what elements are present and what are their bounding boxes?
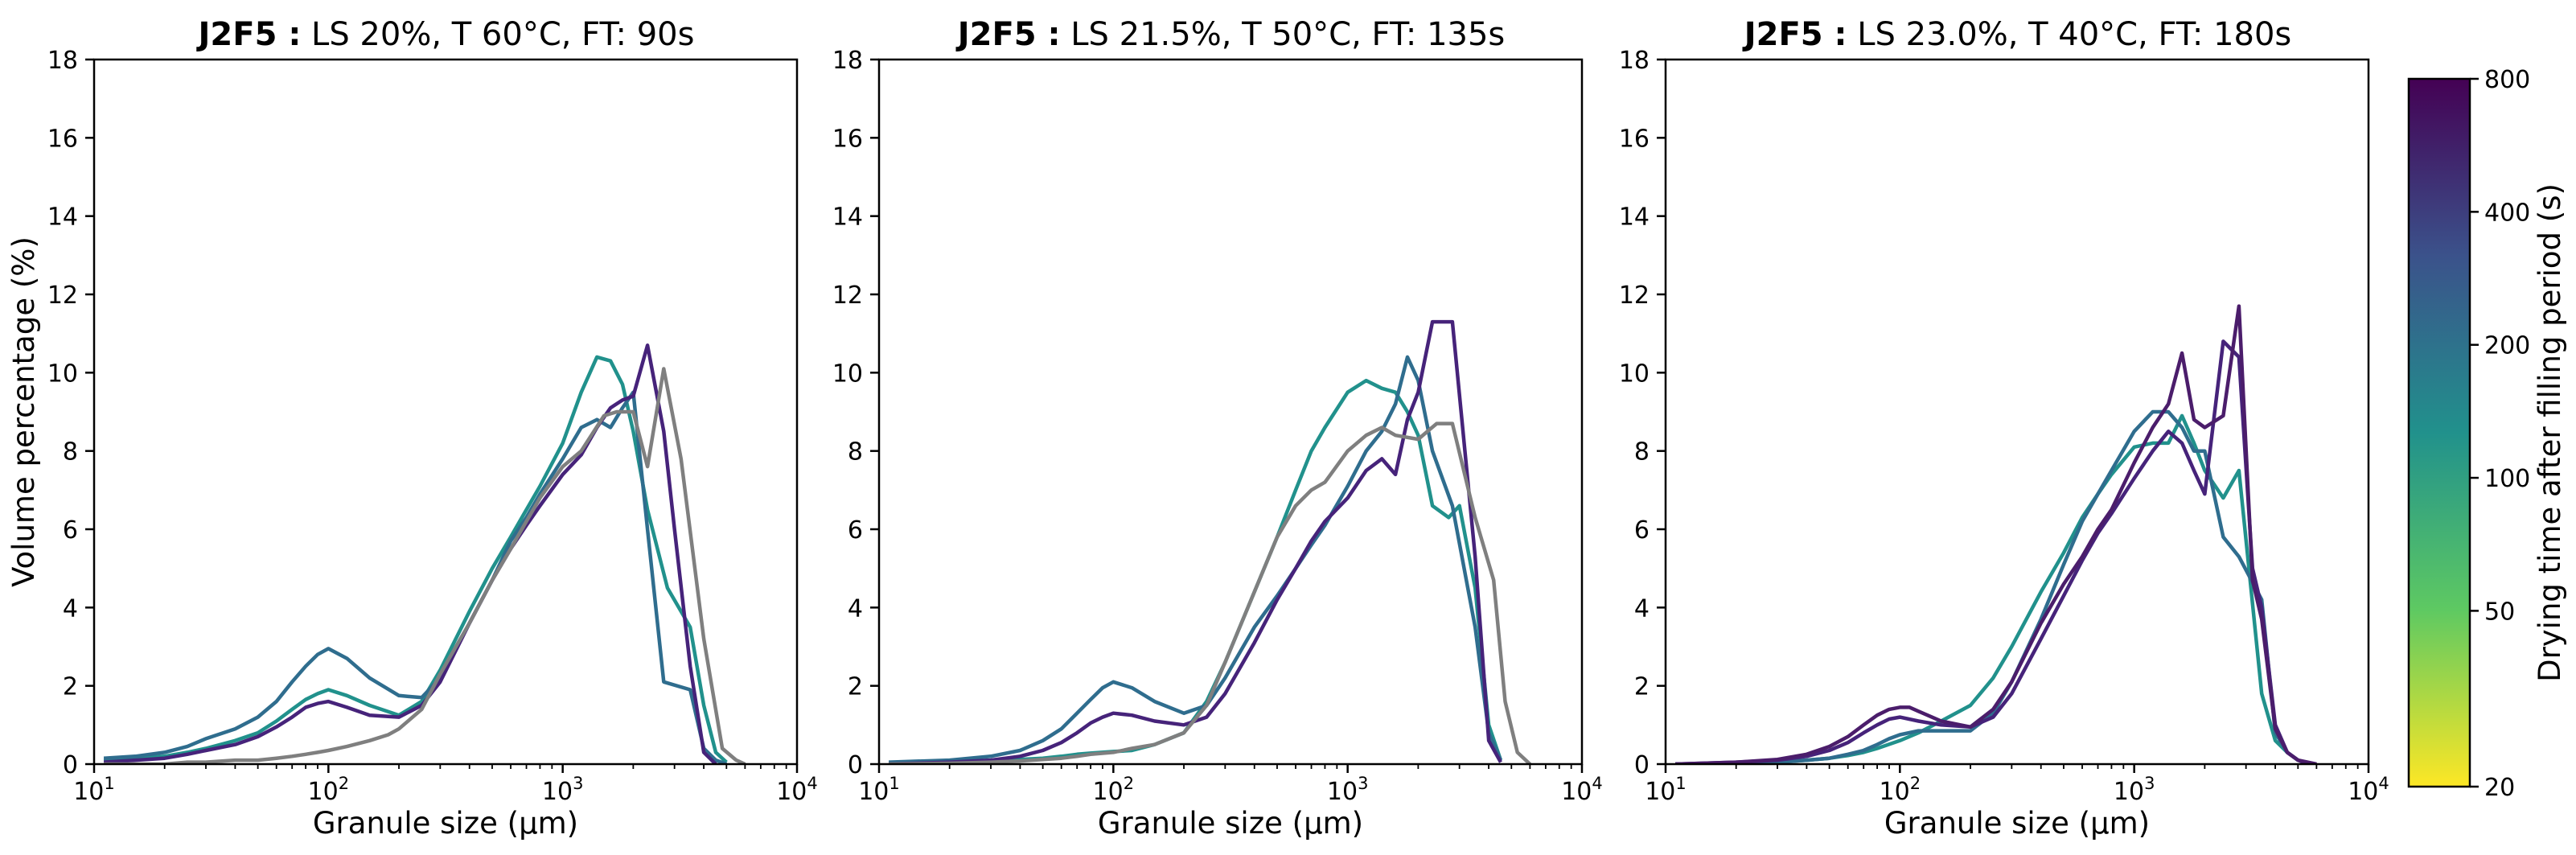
x-tick-label: 101: [1645, 774, 1687, 806]
series-group: [103, 343, 746, 764]
y-tick-label: 6: [1634, 516, 1650, 545]
series-line-series-2: [889, 355, 1503, 764]
y-tick-label: 8: [848, 438, 863, 467]
colorbar-tick-label: 800: [2484, 66, 2530, 94]
y-tick-label: 4: [1634, 594, 1650, 623]
y-tick-label: 16: [1619, 125, 1650, 153]
x-axis-label: Granule size (µm): [1098, 806, 1363, 841]
y-axis-label: Volume percentage (%): [6, 236, 41, 587]
series-line-series-3: [889, 319, 1502, 764]
x-tick-label: 103: [542, 774, 584, 806]
colorbar-label: Drying time after filling period (s): [2533, 183, 2567, 682]
y-tick-label: 10: [832, 360, 863, 388]
y-tick-label: 4: [63, 594, 78, 623]
y-tick-label: 18: [1619, 47, 1650, 75]
x-tick-label: 102: [1880, 774, 1921, 806]
y-tick-label: 12: [47, 282, 78, 310]
x-tick-label: 104: [1561, 774, 1603, 806]
y-tick-label: 0: [848, 751, 863, 779]
colorbar-tick-label: 200: [2484, 332, 2530, 360]
y-tick-label: 8: [63, 438, 78, 467]
plot-frame: [877, 58, 1584, 766]
y-tick-label: 14: [832, 203, 863, 232]
panel-title-bold: J2F5 :: [196, 16, 302, 53]
colorbar-gradient: [2407, 77, 2471, 788]
colorbar-tick-label: 100: [2484, 465, 2530, 493]
x-tick-label: 102: [308, 774, 350, 806]
y-tick-label: 2: [848, 673, 863, 701]
y-tick-label: 0: [1634, 751, 1650, 779]
series-line-series-3: [103, 343, 717, 764]
x-axis-label: Granule size (µm): [1884, 806, 2150, 841]
y-tick-label: 12: [832, 282, 863, 310]
plot-frame: [92, 58, 799, 766]
panel-title: J2F5 : LS 21.5%, T 50°C, FT: 135s: [955, 16, 1506, 53]
series-group: [889, 319, 1531, 764]
x-tick-label: 102: [1093, 774, 1135, 806]
y-tick-label: 0: [63, 751, 78, 779]
panel-title-text: LS 21.5%, T 50°C, FT: 135s: [1061, 16, 1506, 53]
colorbar-tick-label: 50: [2484, 598, 2515, 626]
panel-title: J2F5 : LS 23.0%, T 40°C, FT: 180s: [1742, 16, 2292, 53]
y-tick-label: 6: [63, 516, 78, 545]
colorbar-tick-label: 400: [2484, 199, 2530, 227]
y-tick-label: 18: [47, 47, 78, 75]
x-tick-label: 101: [858, 774, 900, 806]
panel-title-bold: J2F5 :: [955, 16, 1061, 53]
x-tick-label: 104: [2348, 774, 2389, 806]
panel-title: J2F5 : LS 20%, T 60°C, FT: 90s: [196, 16, 695, 53]
y-tick-label: 2: [1634, 673, 1650, 701]
panel-title-text: LS 23.0%, T 40°C, FT: 180s: [1847, 16, 2292, 53]
x-tick-label: 103: [2114, 774, 2155, 806]
y-tick-label: 12: [1619, 282, 1650, 310]
colorbar-tick-label: 20: [2484, 774, 2515, 802]
y-tick-label: 14: [47, 203, 78, 232]
chart-panel-1: J2F5 : LS 20%, T 60°C, FT: 90s 0 2 4 6 8 10 12…: [47, 16, 818, 841]
x-axis-label: Granule size (µm): [313, 806, 578, 841]
series-line-series-3: [1675, 339, 2309, 764]
colorbar: Drying time after filling period (s) 20 5…: [2407, 66, 2567, 802]
x-tick-label: 104: [776, 774, 818, 806]
x-tick-label: 103: [1327, 774, 1369, 806]
y-tick-label: 14: [1619, 203, 1650, 232]
y-tick-label: 8: [1634, 438, 1650, 467]
y-tick-label: 4: [848, 594, 863, 623]
series-line-series-4: [1675, 304, 2317, 764]
y-tick-label: 10: [47, 360, 78, 388]
series-group: [1675, 304, 2317, 764]
y-tick-label: 2: [63, 673, 78, 701]
plot-frame: [1664, 58, 2370, 766]
chart-panel-3: J2F5 : LS 23.0%, T 40°C, FT: 180s 0 2 4 6 8 1…: [1619, 16, 2389, 841]
series-line-series-4: [104, 367, 746, 764]
series-line-series-4: [889, 421, 1531, 764]
y-tick-label: 6: [848, 516, 863, 545]
y-tick-label: 18: [832, 47, 863, 75]
panel-title-text: LS 20%, T 60°C, FT: 90s: [301, 16, 694, 53]
panel-title-bold: J2F5 :: [1742, 16, 1847, 53]
x-tick-label: 101: [73, 774, 115, 806]
y-tick-label: 10: [1619, 360, 1650, 388]
series-line-series-1: [1675, 413, 2299, 764]
y-tick-label: 16: [47, 125, 78, 153]
series-line-series-2: [1675, 409, 2299, 764]
y-tick-label: 16: [832, 125, 863, 153]
chart-panel-2: J2F5 : LS 21.5%, T 50°C, FT: 135s 0 2 4 6 8 1…: [832, 16, 1603, 841]
